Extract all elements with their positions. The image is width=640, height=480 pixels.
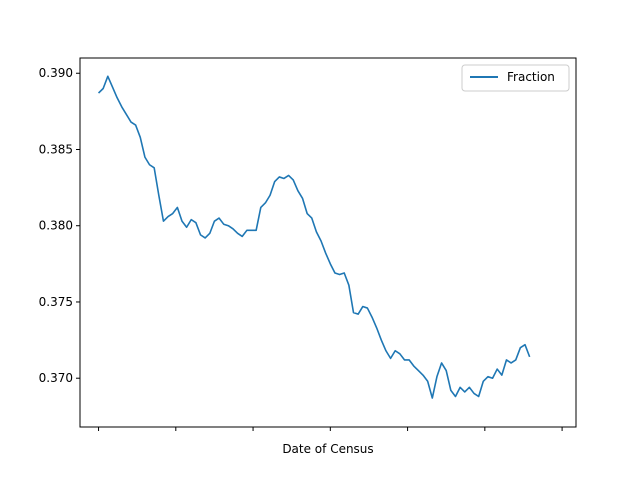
series-line-fraction [97, 75, 531, 399]
x-axis [98, 427, 563, 431]
legend-label-fraction: Fraction [507, 70, 555, 84]
x-axis-label: Date of Census [282, 442, 373, 456]
y-tick-label: 0.390 [39, 66, 73, 80]
y-tick-label: 0.370 [39, 371, 73, 385]
plot-frame [79, 57, 577, 428]
y-axis: 0.370 0.375 0.380 0.385 0.390 [39, 66, 80, 385]
y-tick-label: 0.380 [39, 219, 73, 233]
series-layer [97, 75, 531, 399]
plot-area [80, 58, 576, 427]
legend: Fraction [461, 64, 570, 92]
y-tick-label: 0.385 [39, 142, 73, 156]
y-tick-label: 0.375 [39, 295, 73, 309]
legend-box [461, 64, 570, 92]
